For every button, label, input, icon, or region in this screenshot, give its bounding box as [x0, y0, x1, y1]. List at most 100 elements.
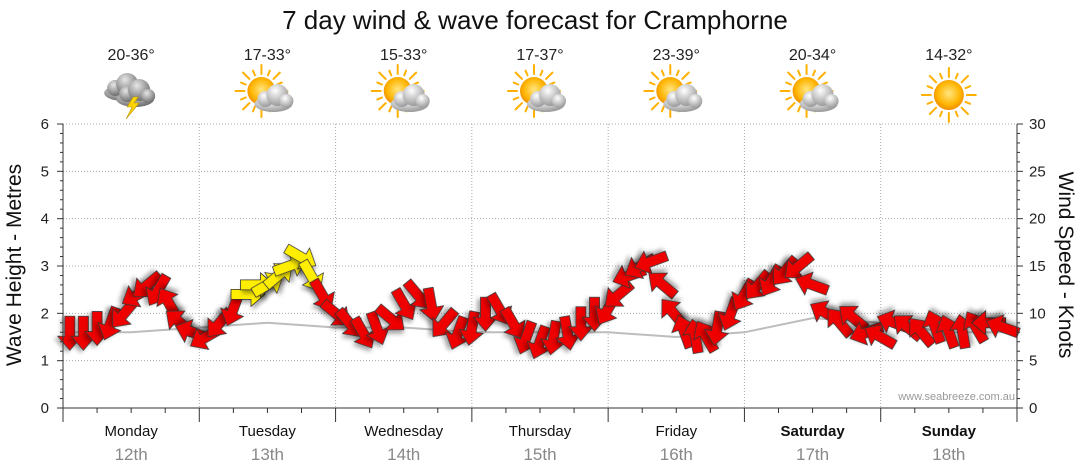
wind-arrow [839, 305, 870, 333]
sun-ray [650, 102, 660, 111]
sun-disc [933, 80, 964, 110]
sun-ray [514, 102, 523, 111]
partly-cloudy-icon [643, 64, 703, 118]
temp-range: 17-33° [244, 47, 291, 64]
sun-ray [797, 105, 802, 113]
left-tick-label: 1 [41, 353, 49, 370]
wind-arrow [568, 306, 594, 342]
day-temperatures: 20-36° 17-33° 15-33° 17-37° 23-39° 20-34° 14-3… [107, 47, 972, 64]
left-tick-label: 4 [41, 211, 49, 228]
day-label: Sunday [922, 423, 977, 440]
day-label: Monday [104, 423, 158, 440]
date-label: 14th [387, 445, 420, 464]
storm-cloud-icon [104, 73, 156, 120]
grid-lines [63, 123, 1017, 408]
date-label: 12th [115, 445, 148, 464]
temp-range: 20-34° [789, 47, 836, 64]
sun-ray [939, 72, 943, 80]
wind-arrow [864, 324, 898, 350]
sun-ray [928, 106, 938, 116]
right-tick-label: 30 [1029, 116, 1046, 133]
wind-arrow [540, 319, 566, 356]
wind-arrow [827, 308, 855, 339]
sunny-icon [920, 67, 977, 123]
wind-arrow [648, 272, 679, 300]
cloud-puff [552, 94, 566, 108]
left-tick-label: 5 [41, 163, 49, 180]
wind-arrow [693, 320, 720, 354]
partly-cloudy-icon [234, 64, 294, 118]
date-label: 18th [932, 445, 965, 464]
sun-ray [408, 71, 418, 80]
sun-ray [512, 96, 520, 101]
date-label: 17th [796, 445, 829, 464]
watermark: www.seabreeze.com.au [897, 391, 1015, 403]
left-tick-label: 0 [41, 400, 49, 417]
sun-ray [960, 106, 969, 116]
wind-arrow [444, 315, 470, 350]
right-tick-label: 20 [1029, 211, 1046, 228]
partly-cloudy-icon [370, 64, 430, 118]
right-tick-label: 15 [1029, 258, 1046, 275]
sun-ray [675, 69, 680, 77]
sun-ray [388, 69, 393, 77]
sun-ray [376, 81, 384, 86]
sun-ray [524, 69, 529, 77]
sun-ray [650, 71, 660, 80]
sun-ray [926, 100, 934, 105]
sun-ray [660, 69, 665, 77]
sun-ray [378, 102, 387, 111]
partly-cloudy-icon [507, 64, 566, 118]
wind-arrows [56, 243, 1021, 360]
sun-ray [388, 105, 393, 113]
date-label: 13th [251, 445, 284, 464]
temp-range: 20-36° [107, 47, 154, 64]
sun-ray [964, 85, 972, 90]
cloud-puff [688, 94, 703, 108]
sun-ray [242, 71, 251, 80]
cloud-puff [824, 94, 839, 108]
cloud-puff [141, 89, 156, 103]
sun-ray [272, 71, 281, 80]
sun-ray [787, 71, 796, 80]
temp-range: 14-32° [925, 47, 972, 64]
sun-ray [376, 96, 384, 101]
wind-arrow [555, 315, 581, 351]
weather-icons [104, 64, 977, 123]
wind-arrow [390, 286, 417, 321]
wind-arrow [418, 286, 445, 323]
right-tick-label: 5 [1029, 353, 1037, 370]
sun-ray [960, 74, 969, 84]
sun-ray [252, 69, 256, 77]
sun-ray [378, 71, 387, 80]
cloud-puff [279, 94, 294, 108]
wind-arrow [921, 310, 947, 345]
wind-arrow [374, 303, 405, 331]
axes [57, 123, 1023, 422]
wind-arrow [526, 324, 551, 360]
sun-ray [817, 71, 826, 80]
day-label: Tuesday [239, 423, 296, 440]
right-tick-label: 10 [1029, 305, 1046, 322]
left-tick-label: 2 [41, 305, 49, 322]
date-label: 16th [660, 445, 693, 464]
wind-arrow [432, 306, 460, 338]
partly-cloudy-icon [779, 64, 839, 118]
cloud-puff [415, 94, 430, 108]
sun-ray [660, 105, 665, 113]
sun-ray [939, 110, 943, 118]
sun-ray [648, 81, 656, 86]
sun-ray [926, 85, 934, 90]
left-axis-ticks: 0 1 2 3 4 5 6 [41, 116, 49, 417]
sun-ray [539, 69, 544, 77]
lightning-bolt [125, 96, 140, 120]
wind-arrow [935, 314, 960, 350]
sun-ray [524, 105, 529, 113]
sun-ray [266, 69, 271, 77]
right-axis-label: Wind Speed - Knots [1054, 172, 1077, 359]
sun-ray [512, 81, 520, 86]
sun-ray [252, 105, 256, 113]
day-label: Thursday [509, 423, 572, 440]
day-label: Saturday [780, 423, 845, 440]
wind-arrow [795, 271, 830, 296]
